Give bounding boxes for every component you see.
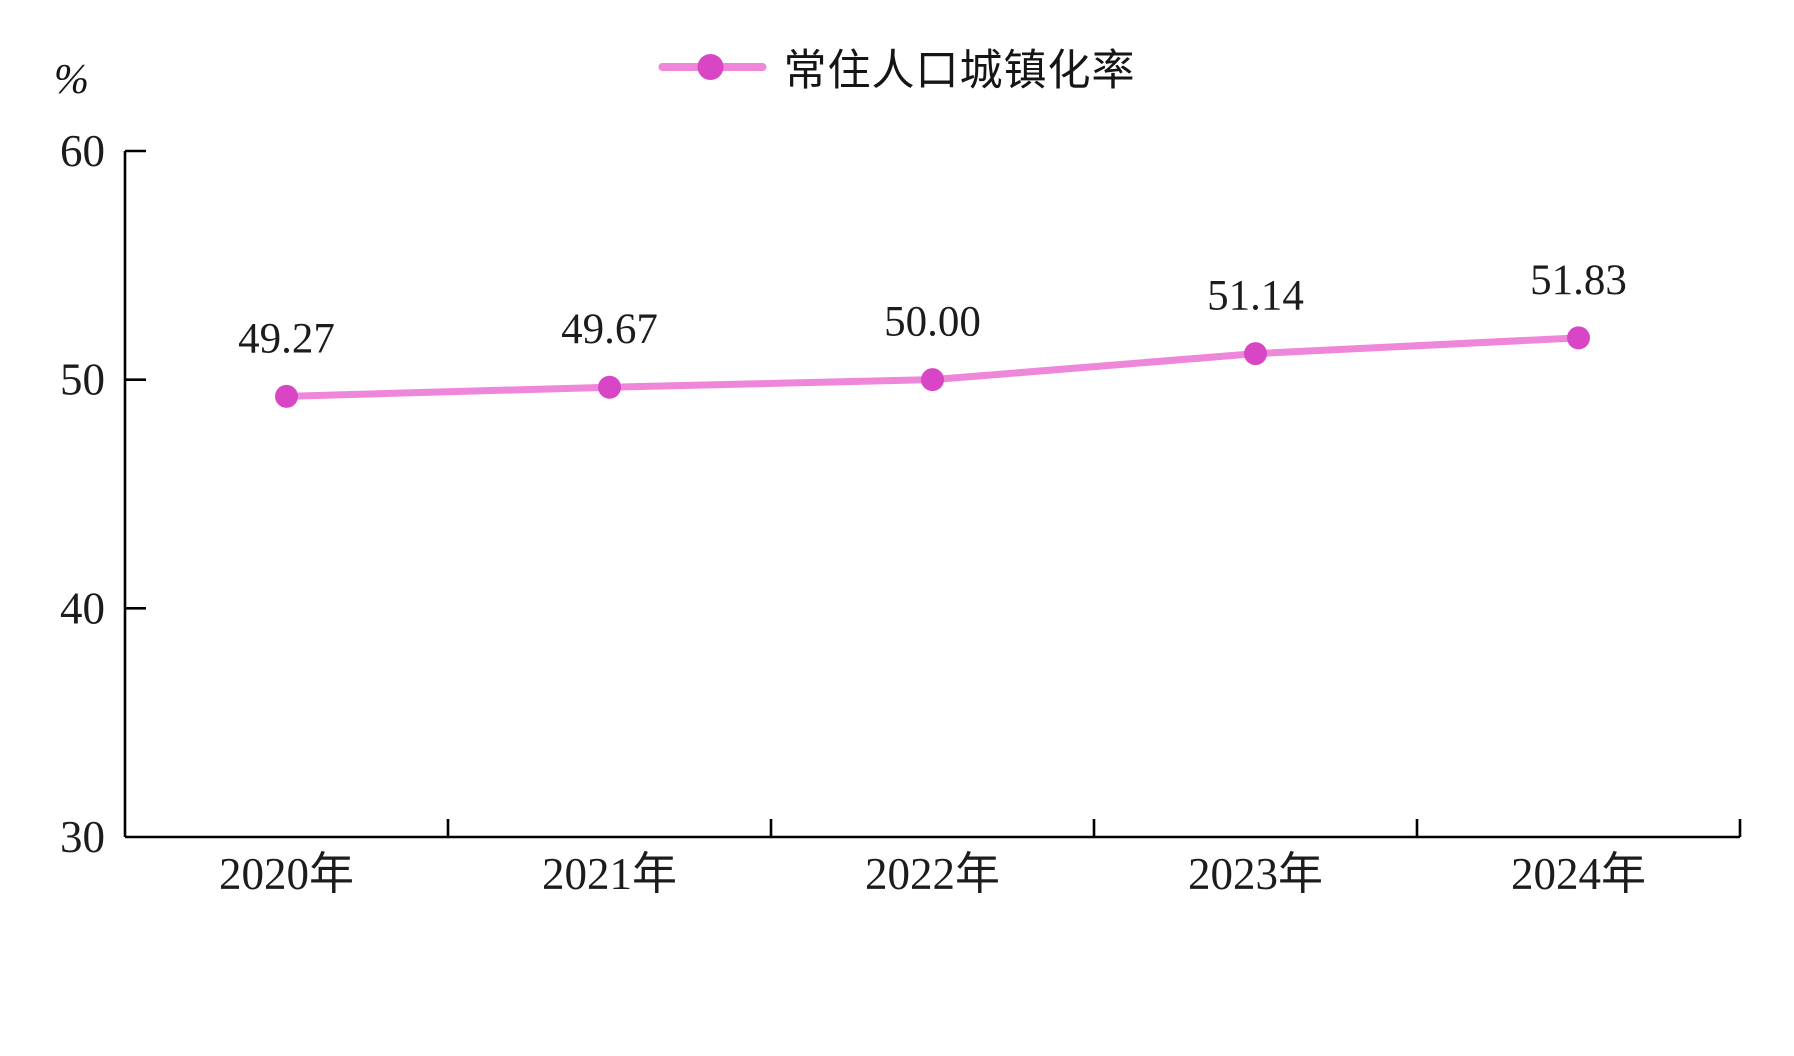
data-point-label: 51.14 xyxy=(1207,273,1304,320)
legend-label: 常住人口城镇化率 xyxy=(783,48,1136,95)
x-axis-label: 2020年 xyxy=(219,849,354,899)
y-tick-label: 60 xyxy=(60,126,105,176)
y-axis-unit-label: % xyxy=(54,57,89,103)
x-axis-label: 2024年 xyxy=(1511,849,1646,899)
y-tick-label: 30 xyxy=(60,812,105,862)
legend-line-marker-icon xyxy=(658,54,767,80)
data-point-label: 51.83 xyxy=(1530,257,1627,304)
data-point-label: 49.27 xyxy=(238,315,335,362)
data-point-label: 49.67 xyxy=(561,306,658,353)
x-axis-label: 2023年 xyxy=(1188,849,1323,899)
x-axis-label: 2021年 xyxy=(542,849,677,899)
x-axis-label: 2022年 xyxy=(865,849,1000,899)
data-point-marker xyxy=(275,384,298,408)
data-point-marker xyxy=(598,375,621,399)
data-point-label: 50.00 xyxy=(884,299,981,346)
data-point-marker xyxy=(1244,342,1267,366)
y-tick-label: 40 xyxy=(60,583,105,633)
data-point-marker xyxy=(921,368,944,392)
y-tick-label: 50 xyxy=(60,355,105,405)
data-point-marker xyxy=(1567,326,1590,350)
legend: 常住人口城镇化率 xyxy=(658,36,1136,98)
